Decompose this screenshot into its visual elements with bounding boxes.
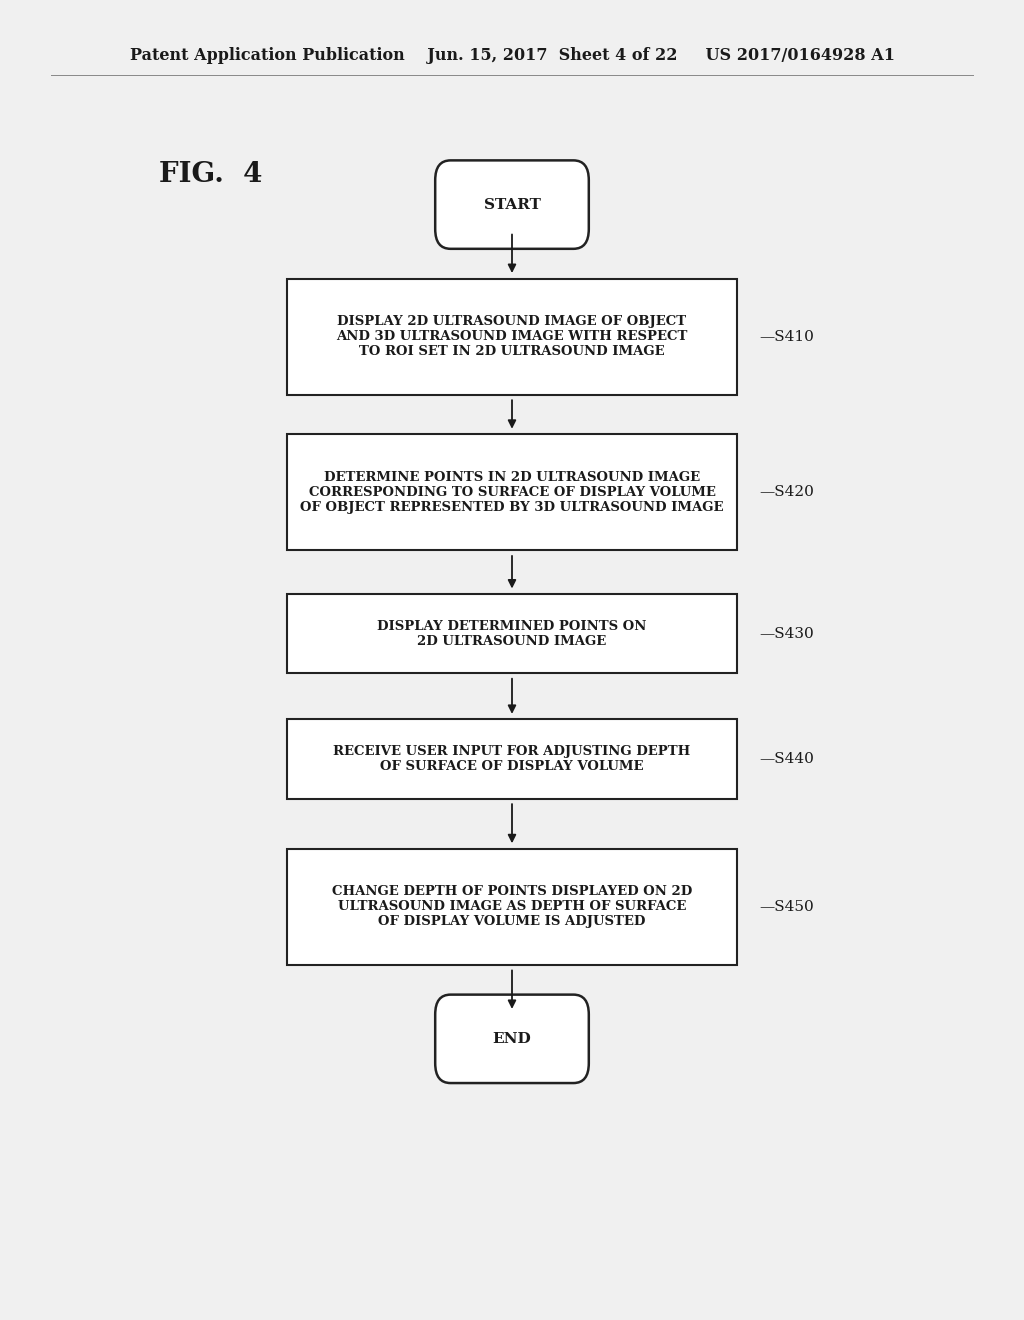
Text: —S450: —S450 <box>760 900 814 913</box>
Text: —S420: —S420 <box>760 486 815 499</box>
Bar <box>287 719 737 799</box>
Text: —S410: —S410 <box>760 330 815 343</box>
Text: RECEIVE USER INPUT FOR ADJUSTING DEPTH
OF SURFACE OF DISPLAY VOLUME: RECEIVE USER INPUT FOR ADJUSTING DEPTH O… <box>334 744 690 774</box>
Bar <box>287 279 737 395</box>
Text: —S430: —S430 <box>760 627 814 640</box>
FancyBboxPatch shape <box>435 160 589 248</box>
Bar <box>287 434 737 550</box>
FancyBboxPatch shape <box>435 995 589 1082</box>
Text: DETERMINE POINTS IN 2D ULTRASOUND IMAGE
CORRESPONDING TO SURFACE OF DISPLAY VOLU: DETERMINE POINTS IN 2D ULTRASOUND IMAGE … <box>300 471 724 513</box>
Text: DISPLAY 2D ULTRASOUND IMAGE OF OBJECT
AND 3D ULTRASOUND IMAGE WITH RESPECT
TO RO: DISPLAY 2D ULTRASOUND IMAGE OF OBJECT AN… <box>336 315 688 358</box>
Text: CHANGE DEPTH OF POINTS DISPLAYED ON 2D
ULTRASOUND IMAGE AS DEPTH OF SURFACE
OF D: CHANGE DEPTH OF POINTS DISPLAYED ON 2D U… <box>332 886 692 928</box>
Text: START: START <box>483 198 541 211</box>
Text: —S440: —S440 <box>760 752 815 766</box>
Text: Patent Application Publication    Jun. 15, 2017  Sheet 4 of 22     US 2017/01649: Patent Application Publication Jun. 15, … <box>129 48 895 63</box>
Bar <box>287 849 737 965</box>
Bar <box>287 594 737 673</box>
Text: FIG.  4: FIG. 4 <box>159 161 262 187</box>
Text: END: END <box>493 1032 531 1045</box>
Text: DISPLAY DETERMINED POINTS ON
2D ULTRASOUND IMAGE: DISPLAY DETERMINED POINTS ON 2D ULTRASOU… <box>377 619 647 648</box>
